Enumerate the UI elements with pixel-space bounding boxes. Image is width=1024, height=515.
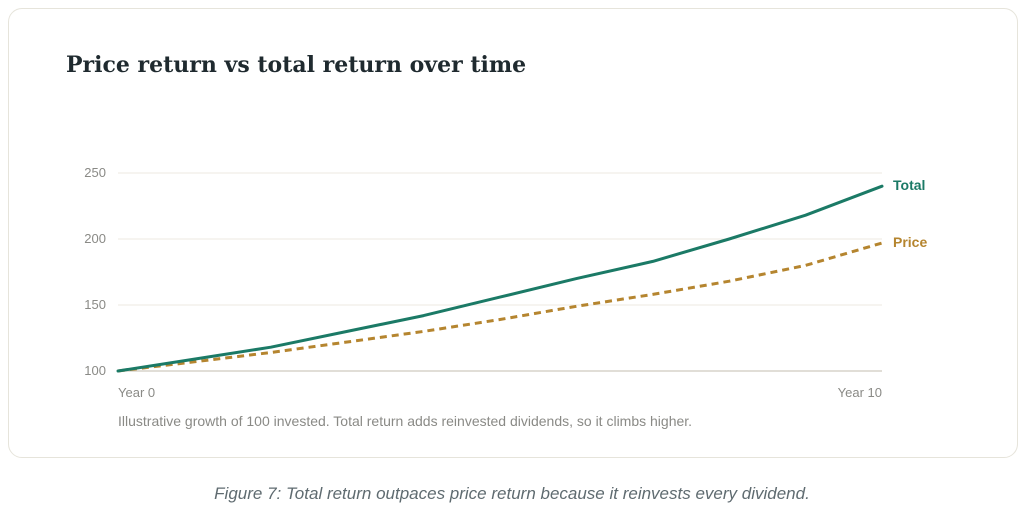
chart-note: Illustrative growth of 100 invested. Tot… — [118, 413, 693, 429]
figure-caption: Figure 7: Total return outpaces price re… — [214, 484, 810, 503]
y-tick-label: 100 — [84, 363, 106, 378]
series-line-price — [117, 241, 883, 373]
y-tick-label: 250 — [84, 165, 106, 180]
series-line-total — [116, 184, 884, 373]
chart-card — [8, 8, 1018, 458]
y-tick-label: 150 — [84, 297, 106, 312]
series-label-total: Total — [893, 177, 925, 193]
x-tick-label: Year 10 — [838, 385, 882, 400]
series-label-price: Price — [893, 234, 927, 250]
x-tick-label: Year 0 — [118, 385, 155, 400]
chart-title: Price return vs total return over time — [66, 52, 527, 78]
y-tick-label: 200 — [84, 231, 106, 246]
